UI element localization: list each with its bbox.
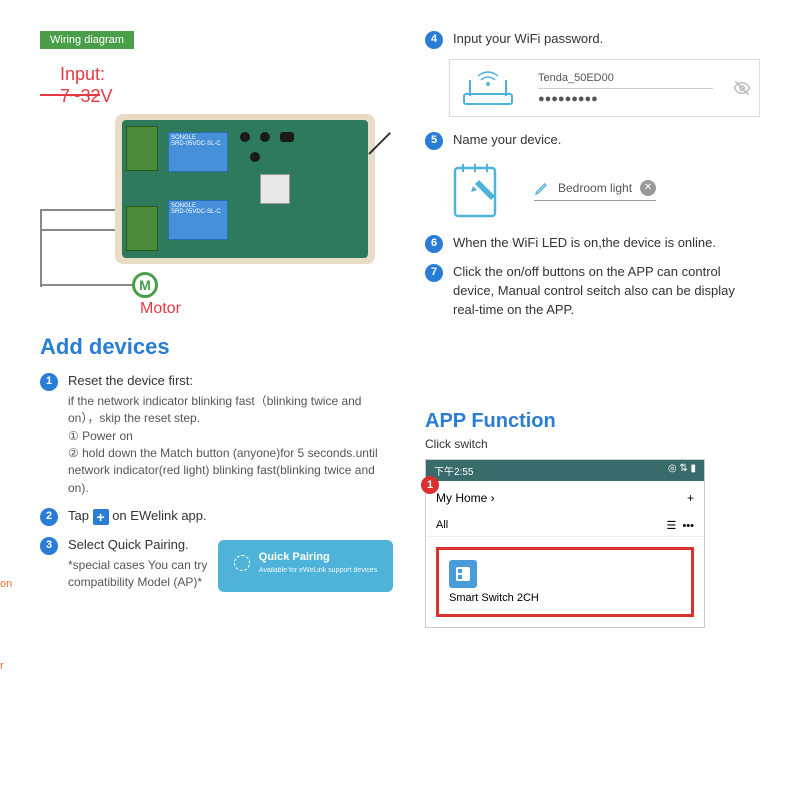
quick-pairing-sub: Available for eWeLink support devices bbox=[259, 566, 377, 576]
step-3: 3 Select Quick Pairing. *special cases Y… bbox=[40, 536, 395, 592]
router-icon bbox=[458, 68, 518, 108]
step-4-title: Input your WiFi password. bbox=[453, 30, 760, 49]
step-1-detail: if the network indicator blinking fast（b… bbox=[68, 393, 395, 497]
edge-text-2: r bbox=[0, 660, 4, 672]
add-devices-title: Add devices bbox=[40, 334, 395, 360]
phone-mockup: 1 下午2:55 ◎ ⇅ ▮ My Home › + All ☰ ••• Sma… bbox=[425, 459, 705, 628]
quick-pairing-button[interactable]: Quick Pairing Available for eWeLink supp… bbox=[218, 540, 393, 592]
step-7: 7 Click the on/off buttons on the APP ca… bbox=[425, 263, 760, 320]
device-name-input[interactable]: Bedroom light ✕ bbox=[534, 180, 656, 201]
device-card-name: Smart Switch 2CH bbox=[449, 592, 681, 604]
edge-text-1: on bbox=[0, 578, 12, 590]
more-icon[interactable]: ••• bbox=[682, 520, 694, 532]
wifi-password-mask: ●●●●●●●●● bbox=[538, 93, 713, 105]
device-card-icon bbox=[449, 560, 477, 588]
motor-label: Motor bbox=[140, 300, 181, 318]
wiring-diagram-tag: Wiring diagram bbox=[40, 31, 134, 49]
quick-pairing-label: Quick Pairing bbox=[259, 550, 377, 566]
step-7-number: 7 bbox=[425, 264, 443, 282]
step-5-title: Name your device. bbox=[453, 131, 760, 150]
motor-symbol: M bbox=[132, 272, 158, 298]
step-5: 5 Name your device. bbox=[425, 131, 760, 150]
relay-2: SONGLESRD-05VDC-SL-C bbox=[168, 200, 228, 240]
notepad-icon bbox=[449, 160, 504, 220]
terminal-block-1 bbox=[126, 126, 158, 171]
input-voltage-label: Input: 7~32V bbox=[60, 64, 113, 107]
step-3-detail: *special cases You can try compatibility… bbox=[68, 557, 208, 592]
step-1-title: Reset the device first: bbox=[68, 372, 395, 391]
app-function-title: APP Function bbox=[425, 410, 760, 433]
phone-status-bar: 下午2:55 ◎ ⇅ ▮ bbox=[426, 460, 704, 481]
add-icon[interactable]: + bbox=[687, 491, 694, 505]
status-time: 下午2:55 bbox=[434, 463, 473, 478]
step-1-number: 1 bbox=[40, 373, 58, 391]
device-name-value: Bedroom light bbox=[558, 181, 632, 195]
step-4-number: 4 bbox=[425, 31, 443, 49]
device-card[interactable]: Smart Switch 2CH bbox=[436, 547, 694, 617]
terminal-block-2 bbox=[126, 206, 158, 251]
step-2-text-pre: Tap bbox=[68, 508, 93, 523]
wifi-input-box: Tenda_50ED00 ●●●●●●●●● bbox=[449, 59, 760, 117]
relay-1: SONGLESRD-05VDC-SL-C bbox=[168, 132, 228, 172]
wiring-diagram: Input: 7~32V SONGLESRD-05VDC-SL-C SONGLE… bbox=[40, 64, 380, 304]
clear-icon[interactable]: ✕ bbox=[640, 180, 656, 196]
list-icon[interactable]: ☰ bbox=[666, 520, 676, 532]
wifi-ssid: Tenda_50ED00 bbox=[538, 72, 713, 84]
step-2: 2 Tap + on EWelink app. bbox=[40, 507, 395, 526]
step-6: 6 When the WiFi LED is on,the device is … bbox=[425, 234, 760, 253]
step-3-number: 3 bbox=[40, 537, 58, 555]
tab-all[interactable]: All bbox=[436, 519, 448, 531]
step-7-title: Click the on/off buttons on the APP can … bbox=[453, 263, 760, 320]
status-icons: ◎ ⇅ ▮ bbox=[668, 463, 696, 478]
step-6-title: When the WiFi LED is on,the device is on… bbox=[453, 234, 760, 253]
step-2-number: 2 bbox=[40, 508, 58, 526]
name-device-row: Bedroom light ✕ bbox=[449, 160, 760, 220]
plus-icon: + bbox=[93, 509, 109, 525]
eye-off-icon[interactable] bbox=[733, 79, 751, 97]
home-label[interactable]: My Home › bbox=[436, 491, 495, 505]
callout-badge-1: 1 bbox=[421, 476, 439, 494]
step-1: 1 Reset the device first: if the network… bbox=[40, 372, 395, 497]
step-5-number: 5 bbox=[425, 132, 443, 150]
step-4: 4 Input your WiFi password. bbox=[425, 30, 760, 49]
step-3-title: Select Quick Pairing. bbox=[68, 536, 208, 555]
pencil-icon bbox=[534, 180, 550, 196]
step-2-text-post: on EWelink app. bbox=[112, 508, 206, 523]
step-6-number: 6 bbox=[425, 235, 443, 253]
app-function-subtitle: Click switch bbox=[425, 437, 760, 451]
